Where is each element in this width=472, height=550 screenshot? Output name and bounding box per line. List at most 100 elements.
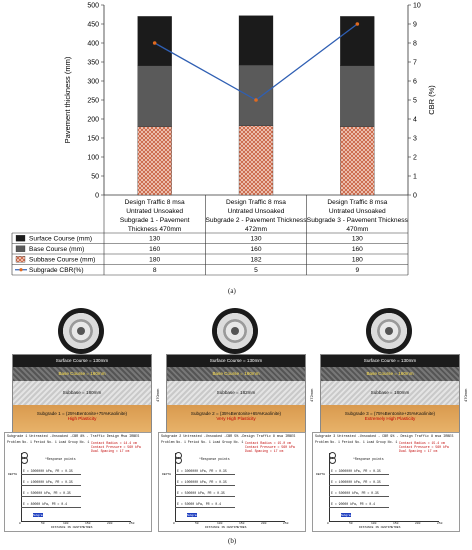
layer-label: E = 90000 kPa, PR = 0.4 bbox=[331, 502, 375, 506]
bar-subbase bbox=[238, 125, 274, 196]
pavement-section: Surface Course = 130mm Base Course = 160m… bbox=[320, 354, 468, 434]
layer-interface bbox=[329, 474, 389, 475]
table-cell: 130 bbox=[149, 236, 160, 243]
table-cell: 5 bbox=[254, 267, 258, 274]
distance-tick-label: 50 bbox=[41, 522, 45, 525]
category-label: 470mm bbox=[346, 226, 368, 233]
surface-layer: Surface Course = 130mm bbox=[167, 355, 305, 367]
layer-label: E = 3000000 kPa, PR = 0.35 bbox=[331, 469, 381, 473]
load-param: Contact Pressure = 560 kPa bbox=[91, 445, 141, 450]
subbase-layer: Subbase = 180mm bbox=[321, 381, 459, 405]
legend-swatch bbox=[15, 235, 26, 242]
layer-interface bbox=[21, 507, 81, 508]
y2-tick-label: 1 bbox=[413, 174, 417, 181]
load-circle bbox=[329, 457, 336, 464]
legend-label: Subgrade CBR(%) bbox=[29, 267, 84, 274]
distance-tick-label: 150 bbox=[239, 522, 245, 525]
category-label: Untrated Unsoaked bbox=[329, 208, 386, 215]
legend-swatch bbox=[15, 256, 26, 263]
y2-tick-label: 9 bbox=[413, 22, 417, 29]
thickness-label: 472mm bbox=[309, 388, 314, 402]
wheel-image bbox=[58, 308, 104, 354]
subgrade-label: Subgrade 2 = (35%Bentonite+65%Kaolinite) bbox=[190, 411, 282, 416]
distance-axis bbox=[175, 521, 285, 522]
output-header: Subgrade 2 Untreated -Unsoaked -CBR 5% -… bbox=[161, 435, 296, 439]
layer-label: E = 1000000 kPa, PR = 0.35 bbox=[177, 480, 227, 484]
surface-layer: Surface Course = 130mm bbox=[13, 355, 151, 367]
distance-axis-label: DISTANCE IN CENTIMETRES bbox=[359, 526, 401, 529]
category-label: 472mm bbox=[245, 226, 267, 233]
layer-interface bbox=[21, 496, 81, 497]
y2-tick-label: 3 bbox=[413, 136, 417, 143]
analysis-output: Subgrade 3 Untreated -Unsoaked - CBR 9% … bbox=[312, 432, 460, 532]
table-cell: 160 bbox=[352, 246, 363, 253]
table-cell: 9 bbox=[355, 267, 359, 274]
table-cell: 180 bbox=[149, 257, 160, 264]
analysis-output: Subgrade 2 Untreated -Unsoaked -CBR 5% -… bbox=[158, 432, 306, 532]
y-tick-label: 450 bbox=[87, 22, 99, 29]
cbr-point bbox=[254, 98, 258, 102]
y2-tick-label: 5 bbox=[413, 98, 417, 105]
output-problem: Problem No. 1 Period No. 1 Load Group No… bbox=[161, 440, 244, 444]
table-cell: 130 bbox=[352, 236, 363, 243]
y-tick-label: 300 bbox=[87, 79, 99, 86]
y2-tick-label: 7 bbox=[413, 60, 417, 67]
subgrade-label: Subgrade 1 = (25%Bentonite+75%Kaolinite) bbox=[36, 411, 128, 416]
depth-axis-label: DEPTH bbox=[8, 473, 18, 476]
category-label: Subgrade 2 - Pavement Thickness bbox=[205, 217, 307, 224]
legend-label: Base Course (mm) bbox=[29, 246, 84, 253]
y-tick-label: 100 bbox=[87, 155, 99, 162]
load-circle bbox=[21, 457, 28, 464]
layer-label: E = 500000 kPa, PR = 0.35 bbox=[23, 491, 71, 495]
table-cell: 8 bbox=[153, 267, 157, 274]
category-label: Subgrade 3 - Pavement Thickness bbox=[307, 217, 409, 224]
y-tick-label: 0 bbox=[95, 193, 99, 200]
layer-label: E = 1000000 kPa, PR = 0.35 bbox=[23, 480, 73, 484]
depth-axis-label: DEPTH bbox=[316, 473, 326, 476]
depth-axis bbox=[175, 453, 176, 521]
legend-label: Subbase Course (mm) bbox=[29, 257, 95, 264]
load-param: Contact Radius = 15.4 cm bbox=[399, 441, 445, 445]
legend-swatch bbox=[15, 245, 26, 252]
y-tick-label: 200 bbox=[87, 117, 99, 124]
distance-tick-label: 0 bbox=[327, 522, 329, 525]
category-label: Design Traffic 8 msa bbox=[125, 199, 185, 206]
category-label: Design Traffic 8 msa bbox=[327, 199, 387, 206]
layer-interface bbox=[329, 507, 389, 508]
y2-tick-label: 2 bbox=[413, 155, 417, 162]
table-cell: 182 bbox=[250, 257, 261, 264]
thickness-label: 470mm bbox=[463, 388, 468, 402]
distance-axis-label: DISTANCE IN CENTIMETRES bbox=[51, 526, 93, 529]
cbr-point bbox=[355, 22, 360, 26]
distance-tick-label: 50 bbox=[349, 522, 353, 525]
response-points-label: *Response points bbox=[199, 457, 230, 461]
y2-tick-label: 0 bbox=[413, 193, 417, 200]
bar-subbase bbox=[137, 126, 172, 196]
subgrade-layer: Subgrade 1 = (25%Bentonite+75%Kaolinite)… bbox=[13, 405, 151, 433]
layer-interface bbox=[175, 474, 235, 475]
plasticity-label: Very High Plasticity bbox=[216, 416, 256, 422]
layer-label: E = 3000000 kPa, PR = 0.35 bbox=[23, 469, 73, 473]
y-tick-label: 350 bbox=[87, 60, 99, 67]
response-points-label: *Response points bbox=[45, 457, 76, 461]
output-header: Subgrade 1 Untreated -Unsoaked -CBR 8% -… bbox=[7, 435, 140, 439]
distance-tick-label: 250 bbox=[437, 522, 443, 525]
y-tick-label: 500 bbox=[87, 3, 99, 10]
category-label: Untrated Unsoaked bbox=[228, 208, 285, 215]
y2-tick-label: 10 bbox=[413, 3, 421, 10]
distance-axis bbox=[21, 521, 131, 522]
output-problem: Problem No. 1 Period No. 1 Load Group No… bbox=[315, 440, 398, 444]
subgrade-tag bbox=[187, 513, 197, 517]
y-tick-label: 400 bbox=[87, 41, 99, 48]
plasticity-label: High Plasticity bbox=[67, 416, 97, 422]
legend-cbr-marker bbox=[19, 268, 23, 272]
load-param: Dual Spacing = 17 cm bbox=[399, 449, 438, 454]
category-label: Design Traffic 8 msa bbox=[226, 199, 286, 206]
category-label: Thickness 470mm bbox=[128, 226, 182, 233]
surface-layer: Surface Course = 130mm bbox=[321, 355, 459, 367]
bar-surface bbox=[137, 16, 172, 66]
y2-tick-label: 8 bbox=[413, 41, 417, 48]
subgrade-layer: Subgrade 3 = (75%Bentonite+25%Kaolinite)… bbox=[321, 405, 459, 433]
layer-label: E = 3000000 kPa, PR = 0.35 bbox=[177, 469, 227, 473]
subgrade-tag-label: Subgrade bbox=[33, 514, 46, 517]
